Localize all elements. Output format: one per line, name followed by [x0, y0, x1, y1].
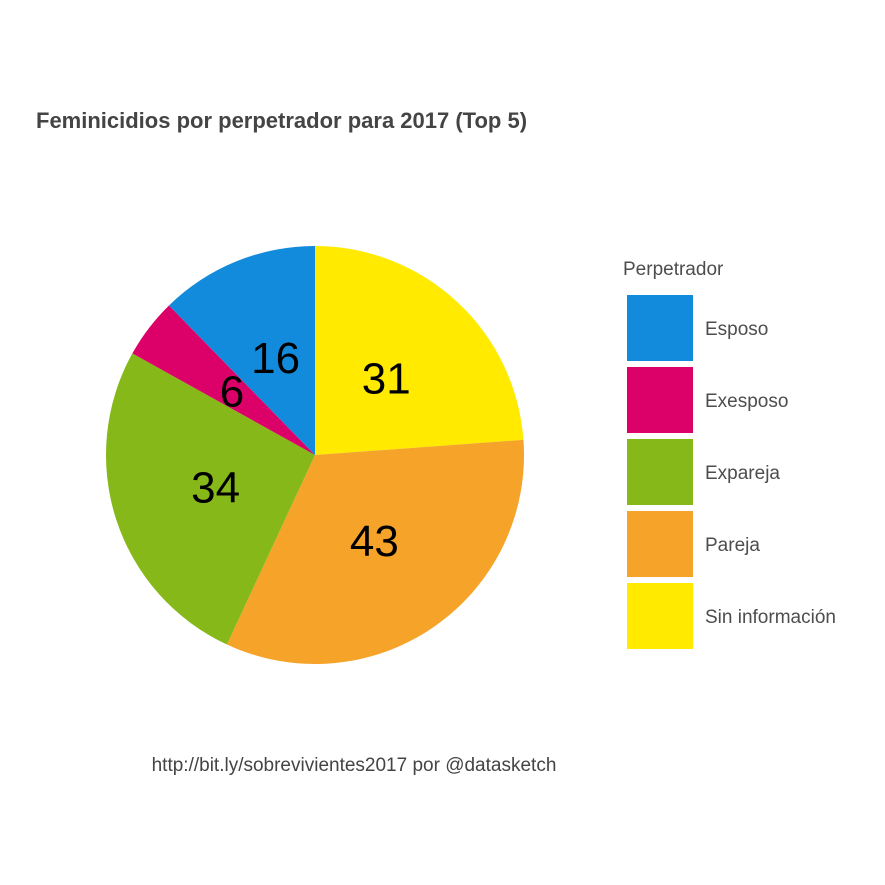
legend-key-sin-informacion: [627, 583, 693, 649]
legend-label-esposo: Esposo: [705, 319, 768, 340]
legend-key-exesposo: [627, 367, 693, 433]
legend: Perpetrador Esposo Exesposo Expareja Pareja…: [623, 259, 836, 649]
legend-label-expareja: Expareja: [705, 463, 780, 484]
pie-slice-sin-informacion: [315, 246, 524, 455]
legend-label-exesposo: Exesposo: [705, 391, 788, 412]
legend-key-esposo: [627, 295, 693, 361]
pie-slice-expareja: [105, 353, 315, 645]
data-label-pareja: 43: [350, 517, 399, 566]
legend-key-pareja: [627, 511, 693, 577]
legend-label-pareja: Pareja: [705, 535, 760, 556]
pie-slice-pareja: [226, 439, 524, 665]
legend-title: Perpetrador: [623, 259, 724, 280]
data-label-sin-informacion: 31: [362, 355, 411, 404]
pie-data-labels: 31 43 34 616: [191, 334, 411, 566]
chart-caption: http://bit.ly/sobrevivientes2017 por @da…: [152, 755, 557, 776]
data-label-expareja: 34: [191, 463, 240, 512]
chart-title: Feminicidios por perpetrador para 2017 (…: [36, 108, 527, 133]
legend-key-expareja: [627, 439, 693, 505]
data-label-exesposo: 6: [220, 368, 244, 417]
pie-slice-esposo: [169, 246, 315, 455]
legend-label-sin-informacion: Sin información: [705, 607, 836, 628]
pie-slices: [105, 246, 524, 665]
pie-slice-exesposo: [132, 305, 315, 455]
data-label-esposo: 16: [251, 334, 300, 383]
